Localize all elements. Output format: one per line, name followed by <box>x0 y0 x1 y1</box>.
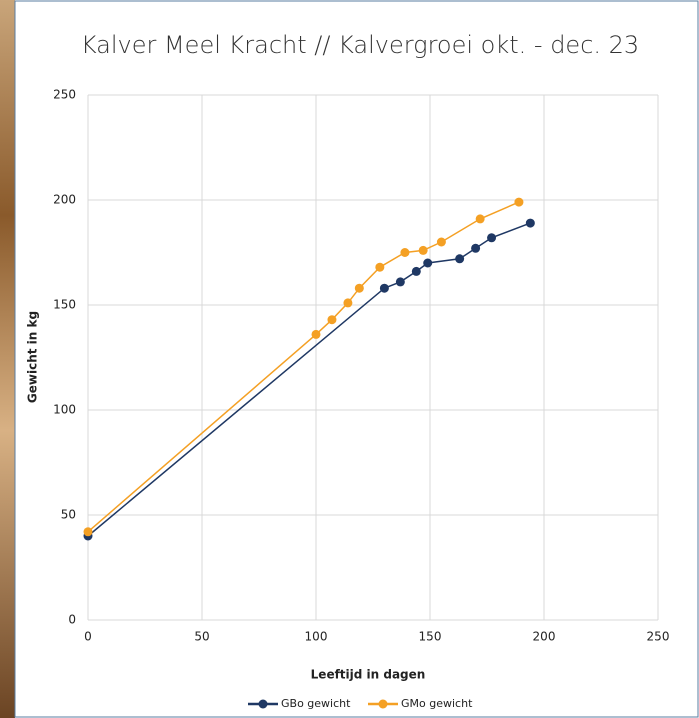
data-point <box>455 254 464 263</box>
data-point <box>400 248 409 257</box>
data-point <box>375 263 384 272</box>
data-point <box>312 330 321 339</box>
data-point <box>471 244 480 253</box>
data-point <box>396 277 405 286</box>
data-point <box>380 284 389 293</box>
data-point <box>419 246 428 255</box>
data-point <box>514 198 523 207</box>
chart-title: Kalver Meel Kracht // Kalvergroei okt. -… <box>81 31 639 59</box>
data-point <box>412 267 421 276</box>
data-point <box>437 238 446 247</box>
legend-label: GMo gewicht <box>401 697 473 710</box>
data-point <box>423 259 432 268</box>
y-tick-label: 200 <box>53 193 76 207</box>
background-image <box>0 0 15 718</box>
data-point <box>84 527 93 536</box>
x-tick-label: 250 <box>647 630 670 644</box>
data-point <box>526 219 535 228</box>
y-tick-label: 100 <box>53 403 76 417</box>
y-tick-label: 250 <box>53 88 76 102</box>
x-tick-label: 200 <box>533 630 556 644</box>
data-point <box>476 214 485 223</box>
x-tick-label: 0 <box>84 630 92 644</box>
data-point <box>327 315 336 324</box>
legend-marker <box>379 700 388 709</box>
data-point <box>355 284 364 293</box>
legend-label: GBo gewicht <box>281 697 351 710</box>
y-tick-label: 50 <box>61 508 76 522</box>
y-axis-title: Gewicht in kg <box>26 311 40 403</box>
x-tick-label: 100 <box>305 630 328 644</box>
y-tick-label: 0 <box>68 613 76 627</box>
x-axis-title: Leeftijd in dagen <box>311 668 426 682</box>
x-tick-label: 150 <box>419 630 442 644</box>
y-tick-label: 150 <box>53 298 76 312</box>
data-point <box>487 233 496 242</box>
chart-panel <box>15 1 698 717</box>
chart: Kalver Meel Kracht // Kalvergroei okt. -… <box>0 0 699 718</box>
legend-marker <box>259 700 268 709</box>
x-tick-label: 50 <box>194 630 209 644</box>
page: {"chart_data": {"type": "line", "title":… <box>0 0 699 718</box>
data-point <box>343 298 352 307</box>
